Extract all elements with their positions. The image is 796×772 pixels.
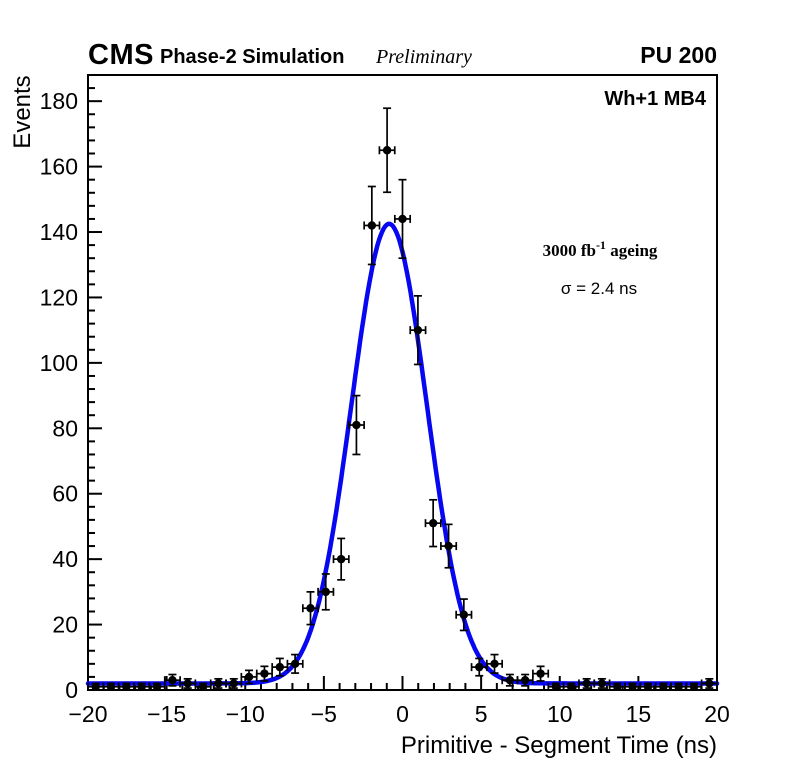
x-tick-label: 15 xyxy=(626,701,652,727)
data-marker xyxy=(613,682,622,691)
data-marker xyxy=(306,604,315,613)
data-marker xyxy=(582,679,591,688)
y-tick-label: 40 xyxy=(52,546,78,572)
y-tick-label: 120 xyxy=(40,284,78,310)
y-axis-title: Events xyxy=(9,75,36,148)
x-tick-label: 0 xyxy=(396,701,409,727)
data-point xyxy=(332,537,350,581)
x-tick-label: 20 xyxy=(704,701,730,727)
data-marker xyxy=(659,682,668,691)
data-marker xyxy=(413,325,423,335)
data-point xyxy=(455,598,473,632)
data-marker xyxy=(705,679,714,688)
data-marker xyxy=(137,682,146,691)
ageing-annotation: 3000 fb-1 ageing xyxy=(543,238,658,260)
chart-layer: −20 −15 −10 −5 0 5 10 15 20 0 20 40 60 80 100 120 140 160… xyxy=(40,74,730,727)
data-marker xyxy=(490,659,499,669)
data-point xyxy=(700,677,718,689)
sigma-annotation: σ = 2.4 ns xyxy=(561,279,637,298)
simulation-label: Phase-2 Simulation xyxy=(160,46,345,68)
lumi-superscript: -1 xyxy=(596,238,606,252)
y-tick-label: 20 xyxy=(52,612,78,638)
data-point xyxy=(670,682,688,691)
x-tick-label: −5 xyxy=(311,701,337,727)
data-marker xyxy=(382,146,392,155)
y-tick-label: 80 xyxy=(52,415,78,441)
data-marker xyxy=(214,679,223,688)
pileup-label: PU 200 xyxy=(640,42,717,68)
data-marker xyxy=(475,662,484,672)
data-point xyxy=(440,523,458,569)
y-tick-label: 0 xyxy=(65,677,78,703)
y-tick-label: 140 xyxy=(40,219,78,245)
data-point xyxy=(654,682,672,691)
lumi-text: 3000 fb xyxy=(543,241,596,260)
y-tick-label: 160 xyxy=(40,154,78,180)
data-marker xyxy=(536,669,545,678)
ageing-text: ageing xyxy=(606,241,658,260)
data-point xyxy=(347,394,365,456)
data-marker xyxy=(244,672,254,682)
plot-frame xyxy=(87,74,718,691)
data-marker xyxy=(398,214,407,224)
data-point xyxy=(624,682,642,691)
y-tick-label: 180 xyxy=(40,88,78,114)
x-tick-label: −10 xyxy=(226,701,265,727)
data-marker xyxy=(643,682,653,691)
data-marker xyxy=(459,610,469,619)
data-point xyxy=(378,107,396,194)
data-point xyxy=(225,677,243,689)
data-marker xyxy=(505,675,515,685)
data-marker xyxy=(275,662,285,672)
data-marker xyxy=(367,221,377,230)
data-marker xyxy=(106,682,116,691)
data-marker xyxy=(290,659,300,669)
x-tick-label: 10 xyxy=(547,701,573,727)
data-marker xyxy=(444,541,453,551)
x-axis-title: Primitive - Segment Time (ns) xyxy=(401,732,717,759)
data-point xyxy=(317,573,335,611)
data-marker xyxy=(352,420,361,430)
data-marker xyxy=(336,554,346,564)
data-marker xyxy=(183,679,192,688)
chamber-label: Wh+1 MB4 xyxy=(604,88,707,110)
data-point xyxy=(148,682,166,691)
data-marker xyxy=(260,669,269,678)
data-point xyxy=(163,673,181,687)
data-marker xyxy=(122,682,131,691)
data-marker xyxy=(152,682,162,691)
data-marker xyxy=(597,679,607,688)
data-point xyxy=(424,498,442,548)
data-point xyxy=(532,665,550,682)
data-point xyxy=(516,673,534,687)
data-marker xyxy=(428,518,438,528)
data-point xyxy=(485,653,504,674)
data-marker xyxy=(168,675,177,685)
y-tick-label: 100 xyxy=(40,350,78,376)
data-marker xyxy=(229,679,238,688)
data-marker xyxy=(628,682,637,691)
data-point xyxy=(409,295,427,366)
data-point xyxy=(501,673,519,687)
y-tick-label: 60 xyxy=(52,481,78,507)
data-marker xyxy=(91,682,100,691)
data-point xyxy=(363,185,381,266)
data-point xyxy=(393,178,412,260)
data-marker xyxy=(321,587,330,597)
x-tick-label: −20 xyxy=(68,701,107,727)
data-point xyxy=(286,653,304,674)
x-tick-label: 5 xyxy=(475,701,488,727)
data-marker xyxy=(551,682,561,691)
preliminary-label: Preliminary xyxy=(375,46,472,68)
data-marker xyxy=(567,682,576,691)
data-marker xyxy=(520,675,530,685)
data-marker xyxy=(674,682,683,691)
data-marker xyxy=(689,682,699,691)
x-tick-label: −15 xyxy=(147,701,186,727)
data-point xyxy=(301,591,320,626)
cms-logo-text: CMS xyxy=(88,39,154,71)
data-marker xyxy=(198,682,208,691)
